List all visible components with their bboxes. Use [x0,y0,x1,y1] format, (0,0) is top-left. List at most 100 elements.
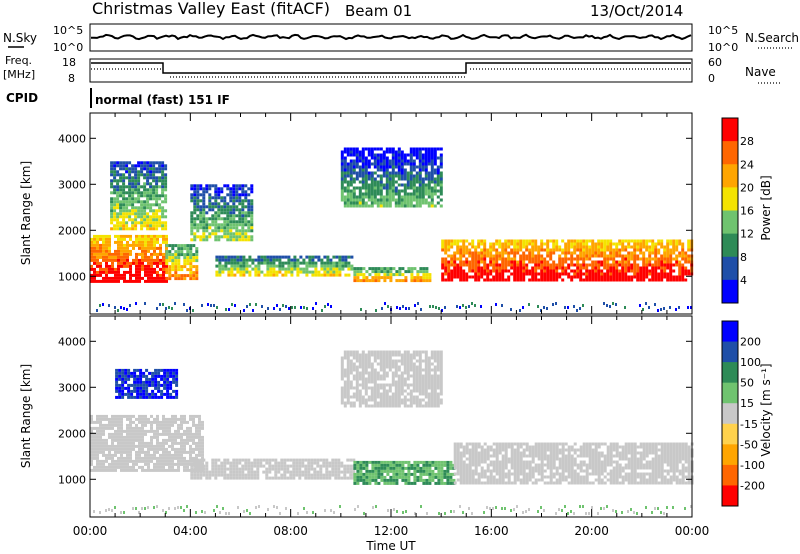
nave-label: Nave [745,65,776,79]
scatter-cell-4 [341,258,345,262]
scatter-cell-7 [588,257,592,261]
scatter-cell-0 [147,444,150,448]
scatter-cell-2 [122,179,126,183]
scatter-cell-2 [146,206,150,210]
scatter-cell-1 [177,265,181,269]
scatter-cell-2 [155,215,159,219]
scatter-cell-1 [286,470,290,474]
scatter-cell-7 [654,245,658,249]
scatter-cell-7 [459,239,463,243]
noise-cell [552,303,554,306]
noise-cell [306,307,308,310]
scatter-cell-4 [344,273,348,277]
scatter-cell-2 [125,200,129,204]
scatter-cell-7 [666,251,670,255]
scatter-cell-2 [160,368,164,372]
scatter-cell-7 [561,257,565,261]
scatter-cell-4 [522,442,526,446]
scatter-cell-2 [119,209,123,213]
scatter-cell-6 [376,156,380,160]
scatter-cell-4 [519,457,523,461]
scatter-cell-4 [230,261,234,265]
scatter-cell-4 [531,472,535,476]
scatter-cell-7 [576,245,580,249]
scatter-cell-7 [621,260,625,264]
scatter-cell-3 [232,187,236,191]
scatter-cell-2 [113,203,117,207]
scatter-cell-0 [111,432,114,436]
scatter-cell-0 [123,258,126,262]
colorbar-swatch-5 [722,233,738,258]
scatter-cell-7 [588,269,592,273]
noise-cell [225,308,227,311]
scatter-cell-3 [416,463,420,467]
scatter-cell-0 [153,237,156,241]
scatter-cell-4 [492,448,496,452]
scatter-cell-1 [298,476,302,480]
scatter-cell-2 [140,200,144,204]
scatter-cell-4 [552,454,556,458]
scatter-cell-7 [606,266,610,270]
scatter-cell-0 [108,417,111,421]
scatter-cell-6 [385,150,389,154]
scatter-cell-1 [250,464,254,468]
scatter-cell-0 [162,450,165,454]
scatter-cell-4 [236,267,240,271]
scatter-cell-4 [305,270,309,274]
scatter-cell-6 [397,153,401,157]
scatter-cell-3 [193,199,197,203]
scatter-cell-3 [419,469,423,473]
scatter-cell-6 [361,201,365,205]
scatter-cell-7 [642,272,646,276]
scatter-cell-3 [241,235,245,239]
scatter-cell-3 [196,217,200,221]
scatter-cell-7 [486,275,490,279]
scatter-cell-0 [150,429,153,433]
scatter-cell-2 [134,188,138,192]
scatter-cell-6 [409,204,413,208]
scatter-cell-4 [510,463,514,467]
scatter-cell-7 [507,254,511,258]
scatter-cell-7 [633,239,637,243]
scatter-cell-3 [377,481,381,485]
scatter-cell-2 [158,164,162,168]
colorbar-tick-label-6: 28 [740,135,754,148]
scatter-cell-1 [171,274,175,278]
scatter-cell-0 [168,435,171,439]
scatter-cell-3 [446,475,450,479]
scatter-cell-7 [678,278,682,282]
scatter-cell-4 [480,460,484,464]
scatter-cell-4 [549,442,553,446]
scatter-cell-4 [480,457,484,461]
scatter-cell-2 [157,383,161,387]
scatter-cell-0 [93,432,96,436]
scatter-cell-4 [453,442,457,446]
scatter-cell-7 [591,263,595,267]
noise-cell [276,304,278,307]
scatter-cell-5 [353,267,357,271]
scatter-cell-3 [235,220,239,224]
scatter-cell-2 [118,389,122,393]
scatter-cell-6 [346,183,350,187]
scatter-cell-4 [486,466,490,470]
scatter-cell-7 [552,245,556,249]
scatter-cell-0 [159,267,162,271]
scatter-cell-6 [343,198,347,202]
scatter-cell-6 [394,162,398,166]
scatter-cell-3 [214,226,218,230]
scatter-cell-0 [105,270,108,274]
scatter-cell-0 [111,465,114,469]
scatter-cell-1 [177,259,181,263]
scatter-cell-4 [236,255,240,259]
scatter-cell-1 [189,271,193,275]
scatter-cell-7 [666,254,670,258]
colorbar-swatch-6 [722,256,738,281]
scatter-cell-0 [123,450,126,454]
scatter-cell-0 [177,465,180,469]
scatter-cell-0 [183,414,186,418]
scatter-cell-7 [462,269,466,273]
scatter-cell-0 [198,444,201,448]
scatter-cell-7 [501,263,505,267]
scatter-cell-6 [367,159,371,163]
scatter-cell-1 [223,461,227,465]
